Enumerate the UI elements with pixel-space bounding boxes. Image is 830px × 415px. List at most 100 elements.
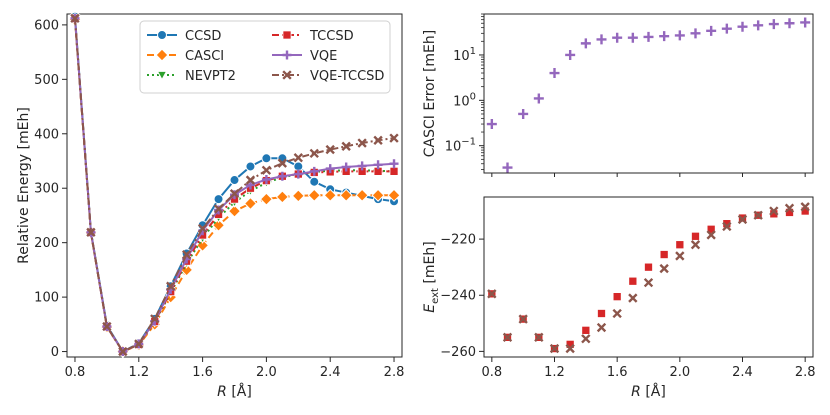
data-point: [486, 119, 497, 130]
data-point: [277, 158, 288, 168]
series-vqe-tccsd-eext: [487, 202, 810, 354]
data-point: [227, 204, 242, 218]
data-point: [800, 17, 811, 28]
data-point: [580, 38, 591, 49]
x-tick-label: 2.4: [320, 365, 341, 380]
data-point: [675, 251, 685, 261]
legend: CCSD CASCI NEVPT2 TCCSD VQE VQE-TCCSD: [139, 20, 391, 94]
legend-marker: [155, 48, 169, 62]
y-tick-label: −260: [440, 345, 476, 360]
data-point: [784, 203, 795, 213]
y-tick-label: 300: [34, 182, 59, 197]
data-point: [355, 188, 369, 202]
data-point: [325, 144, 335, 155]
y-tick-label: −240: [440, 289, 476, 304]
data-point: [293, 153, 303, 163]
data-point: [245, 175, 256, 185]
x-tick-label: 2.8: [384, 365, 405, 380]
data-point: [357, 161, 367, 171]
data-point: [150, 314, 160, 324]
data-point: [309, 148, 319, 159]
data-point: [737, 21, 748, 32]
data-point: [612, 32, 623, 43]
data-point: [628, 276, 638, 286]
data-point: [502, 332, 513, 343]
data-point: [261, 153, 272, 164]
y-tick-label: 200: [34, 236, 59, 251]
x-tick-label: 1.6: [192, 365, 213, 380]
data-point: [357, 138, 367, 148]
data-point: [518, 314, 528, 324]
data-point: [722, 221, 732, 232]
panel-casci-error: 10−1 100 101 CASCI Error [mEh]: [422, 13, 814, 177]
data-point: [309, 176, 320, 187]
x-axis-label: R [Å]: [217, 383, 252, 400]
x-tick-label: 1.2: [128, 365, 149, 380]
data-point: [70, 13, 80, 24]
series-tccsd-eext: [487, 206, 810, 354]
data-point: [706, 25, 717, 36]
panel-relative-energy: 0.8 1.2 1.6 2.0 2.4 2.8 0 100 200 300 400 500 600 R […: [16, 11, 405, 400]
data-point: [518, 108, 529, 119]
data-point: [753, 210, 763, 220]
x-tick-label: 2.0: [256, 365, 277, 380]
data-point: [245, 161, 256, 172]
data-point: [627, 32, 638, 43]
data-point: [659, 31, 670, 42]
data-point: [293, 169, 303, 179]
plot-frame: [483, 13, 814, 174]
panel-e-ext: 0.8 1.2 1.6 2.0 2.4 2.8 −260 −240 −220 R [Å] Eext …: [422, 196, 816, 400]
plot-frame: [483, 196, 814, 358]
legend-label: NEVPT2: [185, 69, 236, 84]
data-point: [487, 289, 497, 299]
y-tick-label: 500: [34, 73, 59, 88]
data-point: [291, 189, 305, 203]
x-tick-label: 0.8: [65, 365, 86, 380]
data-point: [277, 171, 287, 181]
legend-label: VQE: [310, 49, 337, 64]
y-axis-label: CASCI Error [mEh]: [422, 30, 438, 157]
data-point: [768, 19, 779, 30]
data-point: [769, 206, 779, 216]
legend-marker: [157, 30, 167, 40]
data-point: [229, 175, 240, 186]
data-point: [387, 188, 401, 202]
data-point: [706, 230, 716, 240]
data-point: [181, 249, 192, 260]
data-point: [565, 49, 576, 60]
legend-box: [139, 20, 391, 94]
data-point: [628, 293, 638, 303]
y-tick-label: 0: [51, 345, 59, 360]
data-point: [389, 133, 399, 143]
data-point: [259, 192, 273, 206]
legend-label: TCCSD: [309, 29, 354, 44]
y-tick-label: 100: [34, 291, 59, 306]
y-tick-label: 600: [34, 18, 59, 33]
series-vqe-tccsd: [70, 13, 399, 357]
data-point: [213, 194, 224, 205]
data-point: [549, 343, 560, 354]
data-point: [341, 141, 351, 151]
data-point: [549, 68, 560, 79]
plot-frame: [66, 13, 403, 358]
data-point: [243, 196, 258, 211]
data-point: [118, 346, 128, 357]
legend-label: VQE-TCCSD: [310, 69, 384, 84]
data-point: [86, 227, 96, 237]
legend-label: CCSD: [185, 29, 221, 44]
data-point: [261, 165, 272, 175]
data-point: [371, 188, 385, 202]
x-tick-label: 2.0: [669, 365, 690, 380]
data-point: [675, 240, 685, 250]
data-point: [643, 277, 654, 288]
y-tick-label: 100: [453, 91, 476, 109]
data-point: [373, 160, 383, 170]
data-point: [596, 34, 607, 45]
data-point: [581, 325, 591, 335]
data-point: [533, 93, 544, 104]
data-point: [674, 30, 685, 41]
y-tick-label: −220: [440, 233, 476, 248]
data-point: [389, 159, 399, 169]
data-point: [581, 334, 591, 344]
